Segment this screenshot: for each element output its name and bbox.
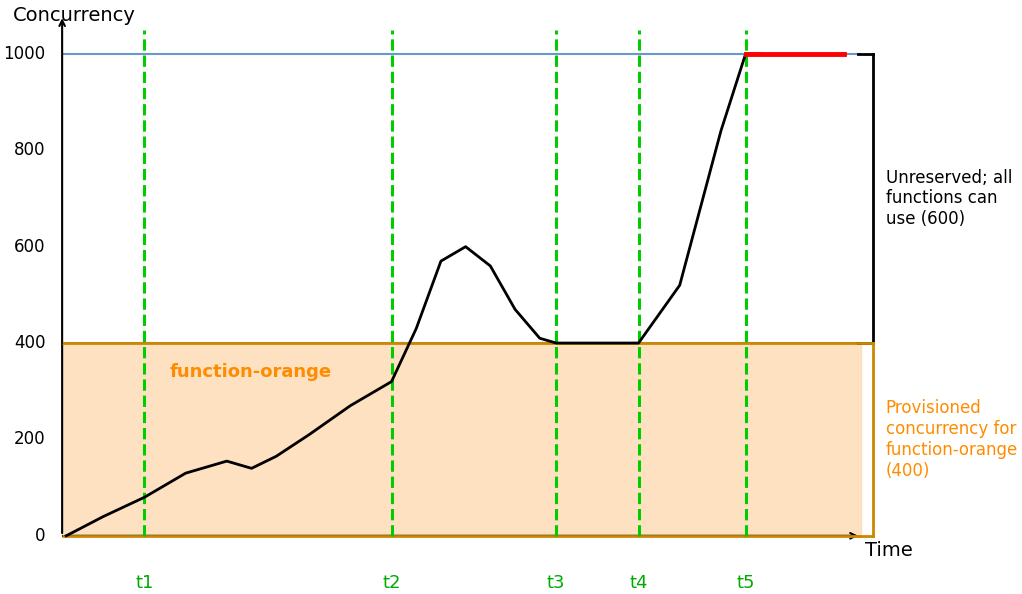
Text: 0: 0 <box>35 527 46 545</box>
Text: t1: t1 <box>135 574 153 592</box>
Text: 400: 400 <box>14 334 46 352</box>
Text: Time: Time <box>865 541 913 560</box>
Text: Provisioned
concurrency for
function-orange
(400): Provisioned concurrency for function-ora… <box>886 399 1018 479</box>
Text: t4: t4 <box>630 574 648 592</box>
Text: t5: t5 <box>736 574 755 592</box>
Text: Unreserved; all
functions can
use (600): Unreserved; all functions can use (600) <box>886 169 1012 228</box>
Text: Concurrency: Concurrency <box>12 6 136 25</box>
Text: 800: 800 <box>14 141 46 159</box>
Text: function-orange: function-orange <box>170 363 331 381</box>
Text: t2: t2 <box>382 574 401 592</box>
Text: 1000: 1000 <box>3 45 46 63</box>
Text: t3: t3 <box>547 574 565 592</box>
Text: 600: 600 <box>14 238 46 255</box>
Text: 200: 200 <box>14 431 46 448</box>
